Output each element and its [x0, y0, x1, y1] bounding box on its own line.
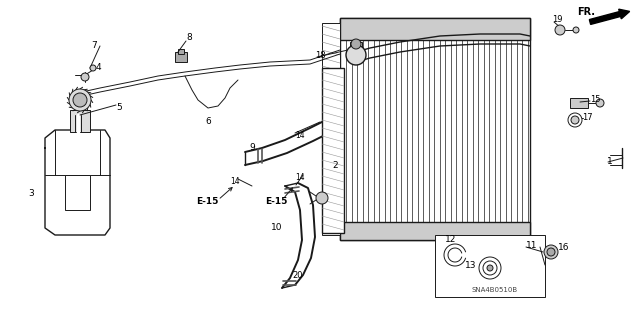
- Text: 17: 17: [582, 114, 593, 122]
- Text: 16: 16: [558, 243, 570, 253]
- Circle shape: [351, 39, 361, 49]
- Text: 14: 14: [295, 130, 305, 139]
- Circle shape: [487, 265, 493, 271]
- Bar: [340, 18, 530, 240]
- Text: 3: 3: [28, 189, 34, 197]
- Text: 8: 8: [186, 33, 192, 42]
- Bar: [322, 68, 344, 233]
- Text: FR.: FR.: [577, 7, 595, 17]
- Bar: [178, 49, 184, 54]
- Circle shape: [69, 89, 91, 111]
- Bar: [435, 235, 545, 297]
- Text: 14: 14: [295, 174, 305, 182]
- Text: 2: 2: [332, 160, 338, 169]
- Circle shape: [544, 245, 558, 259]
- Circle shape: [346, 45, 366, 65]
- Circle shape: [479, 257, 501, 279]
- Circle shape: [316, 192, 328, 204]
- Bar: [340, 222, 530, 240]
- Text: 18: 18: [315, 51, 326, 61]
- Text: E-15: E-15: [196, 197, 218, 206]
- Circle shape: [571, 116, 579, 124]
- Text: 19: 19: [552, 16, 563, 25]
- Circle shape: [73, 93, 87, 107]
- Text: 6: 6: [205, 117, 211, 127]
- Text: 10: 10: [271, 224, 282, 233]
- Text: 1: 1: [607, 158, 612, 167]
- Text: 5: 5: [116, 103, 122, 113]
- Circle shape: [81, 73, 89, 81]
- Text: 12: 12: [445, 235, 456, 244]
- Circle shape: [547, 248, 555, 256]
- Text: 11: 11: [526, 241, 538, 250]
- Bar: [340, 18, 530, 40]
- Text: 20: 20: [292, 271, 303, 279]
- Circle shape: [573, 27, 579, 33]
- Text: 15: 15: [590, 95, 600, 105]
- Bar: [322, 23, 340, 235]
- Text: 14: 14: [230, 177, 239, 187]
- Text: E-15: E-15: [265, 197, 287, 206]
- Circle shape: [596, 99, 604, 107]
- Text: 9: 9: [249, 144, 255, 152]
- FancyArrow shape: [589, 9, 630, 25]
- Circle shape: [555, 25, 565, 35]
- Text: 7: 7: [91, 41, 97, 50]
- Text: 13: 13: [465, 261, 477, 270]
- Bar: [65, 175, 90, 210]
- Circle shape: [90, 65, 96, 71]
- Bar: [350, 42, 362, 58]
- Text: SNA4B0510B: SNA4B0510B: [472, 287, 518, 293]
- Text: 4: 4: [96, 63, 102, 71]
- Bar: [570, 98, 588, 108]
- Bar: [175, 52, 187, 62]
- Circle shape: [568, 113, 582, 127]
- Bar: [70, 110, 90, 132]
- Circle shape: [483, 261, 497, 275]
